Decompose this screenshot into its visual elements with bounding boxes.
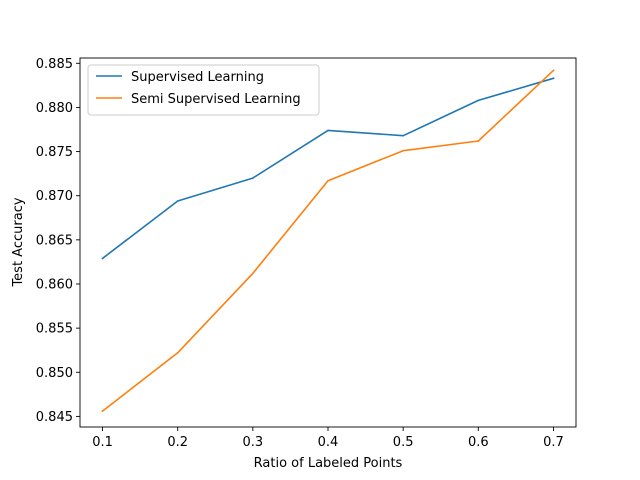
- y-tick-label: 0.850: [36, 366, 73, 381]
- x-tick-label: 0.4: [318, 435, 339, 450]
- y-tick-label: 0.865: [36, 233, 73, 248]
- series-2-point-1: [101, 410, 104, 412]
- series-1-point-5: [402, 134, 405, 137]
- x-tick-label: 0.6: [468, 435, 489, 450]
- x-tick-label: 0.5: [393, 435, 414, 450]
- series-1-point-3: [252, 177, 254, 179]
- series-2-point-6: [477, 140, 480, 142]
- series-1-point-7: [552, 77, 555, 80]
- series-1-point-1: [101, 257, 104, 260]
- series-layer: [101, 69, 555, 413]
- x-axis-label: Ratio of Labeled Points: [254, 456, 403, 471]
- series-2-point-5: [402, 149, 405, 152]
- legend: Supervised Learning Semi Supervised Learn…: [87, 64, 320, 116]
- y-tick-label: 0.855: [36, 322, 73, 337]
- y-axis-label: Test Accuracy: [11, 197, 26, 287]
- y-tick-label: 0.885: [36, 57, 73, 72]
- y-tick-label: 0.845: [36, 410, 73, 425]
- x-tick-label: 0.2: [167, 435, 188, 450]
- series-2-point-3: [252, 272, 254, 275]
- series-1-point-6: [477, 99, 480, 102]
- series-2-point-7: [552, 69, 555, 72]
- series-1-point-2: [176, 200, 179, 202]
- legend-label-1: Supervised Learning: [131, 70, 264, 85]
- x-tick-label: 0.7: [543, 435, 564, 450]
- legend-label-2: Semi Supervised Learning: [131, 92, 301, 107]
- series-2-point-2: [176, 352, 179, 354]
- y-tick-label: 0.860: [36, 277, 73, 292]
- y-tick-label: 0.875: [36, 145, 73, 160]
- y-tick-label: 0.880: [36, 101, 73, 116]
- x-tick-label: 0.1: [92, 435, 113, 450]
- legend-box: [87, 64, 320, 116]
- series-2-point-4: [327, 179, 329, 182]
- y-tick-label: 0.870: [36, 189, 73, 204]
- axes-layer: 0.1 0.2 0.3 0.4 0.5 0.6 0.7 0.845 0.850 0.855 0.86…: [36, 57, 577, 450]
- series-1-point-4: [327, 129, 329, 132]
- x-tick-label: 0.3: [243, 435, 264, 450]
